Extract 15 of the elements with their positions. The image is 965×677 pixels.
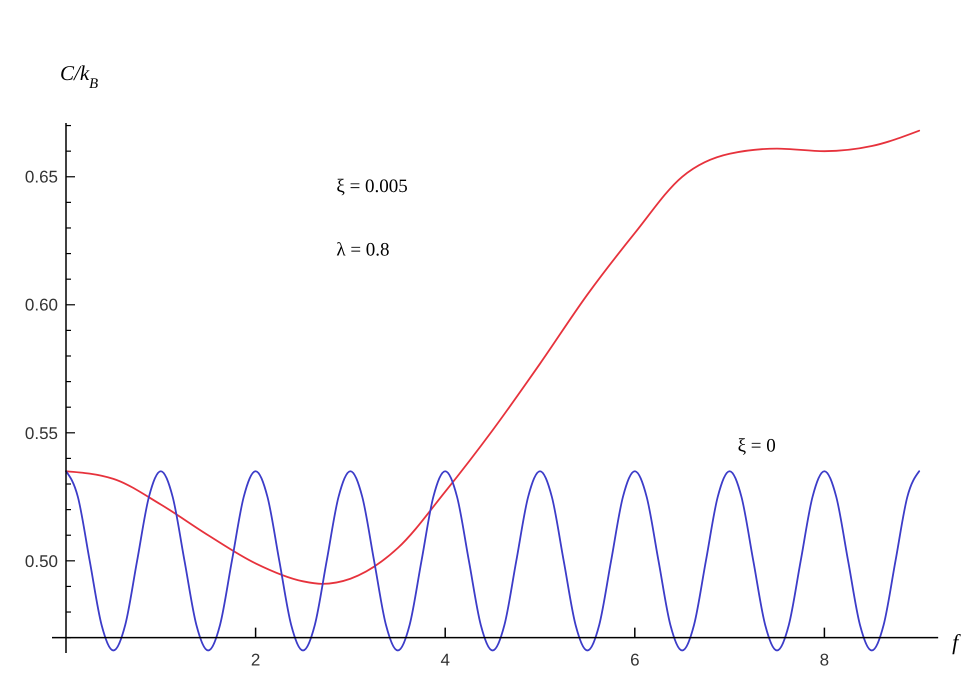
annotation: ξ = 0 <box>738 436 776 457</box>
y-tick-label: 0.65 <box>24 168 58 187</box>
y-tick-label: 0.55 <box>24 424 58 443</box>
y-tick-label: 0.50 <box>24 552 58 571</box>
y-axis-title: C/k$_{B}$ <box>60 61 98 92</box>
line-series <box>65 470 920 652</box>
annotation: λ = 0.8 <box>336 240 390 260</box>
x-tick-label: 4 <box>440 650 450 670</box>
x-tick-label: 2 <box>250 650 260 670</box>
x-tick-label: 6 <box>630 650 640 670</box>
x-tick-label: 8 <box>820 650 830 670</box>
x-axis-title: f <box>952 630 962 655</box>
y-tick-label: 0.60 <box>24 296 58 315</box>
line-series <box>65 130 920 585</box>
annotation: ξ = 0.005 <box>336 176 408 197</box>
